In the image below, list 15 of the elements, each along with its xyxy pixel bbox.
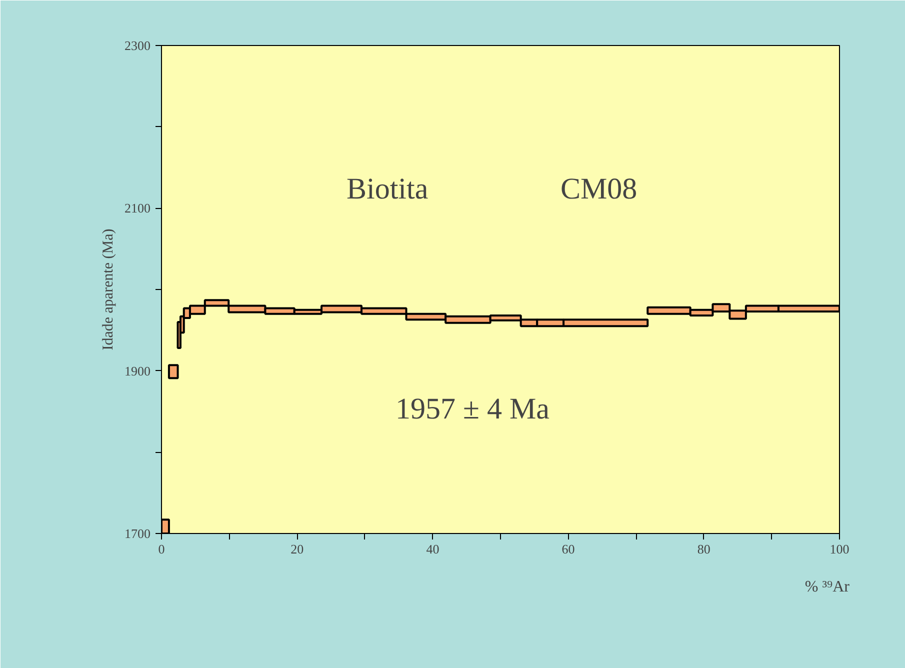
y-tick-label: 2100 — [124, 200, 150, 216]
y-tick-label: 1900 — [124, 363, 150, 378]
x-tick-label: 40 — [426, 542, 440, 556]
annotation: Biotita — [346, 172, 428, 206]
x-tick-label: 80 — [697, 542, 710, 556]
y-tick-label: 2300 — [124, 38, 150, 53]
x-tick-label: 100 — [830, 542, 850, 556]
y-axis-title: Idade aparente (Ma) — [100, 228, 116, 350]
annotation: CM08 — [560, 172, 638, 206]
y-tick-label: 1700 — [124, 526, 150, 541]
x-tick-label: 60 — [562, 542, 575, 556]
annotation: 1957 ± 4 Ma — [396, 392, 550, 426]
x-tick-label: 0 — [158, 542, 165, 556]
x-tick-label: 20 — [290, 542, 304, 556]
x-axis-title: % ³⁹Ar — [804, 578, 850, 596]
